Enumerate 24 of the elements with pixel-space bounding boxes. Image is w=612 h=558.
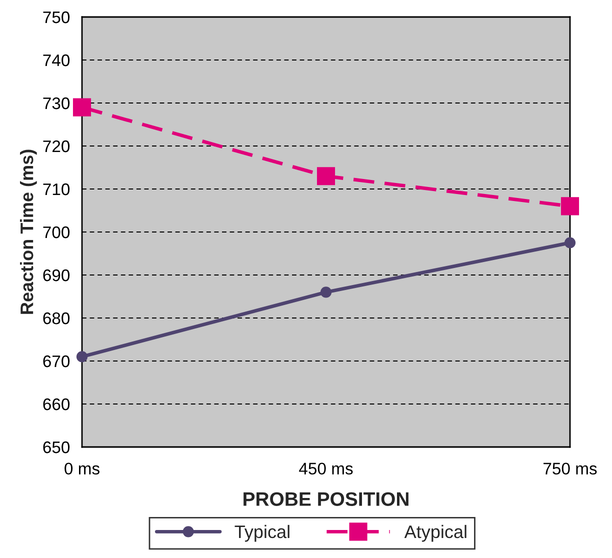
y-tick-label: 710 <box>43 183 70 196</box>
point <box>76 351 88 362</box>
legend-label: Typical <box>234 524 290 542</box>
legend-label: Atypical <box>404 524 466 542</box>
x-axis-title: PROBE POSITION <box>244 492 408 506</box>
y-tick-label: 680 <box>43 312 70 324</box>
y-tick-label: 650 <box>43 441 70 454</box>
y-tick-label: 690 <box>43 269 70 282</box>
x-tick-label: 750 ms <box>544 462 597 475</box>
x-tick-label: 450 ms <box>299 462 353 475</box>
point <box>560 197 580 216</box>
y-tick-label: 730 <box>43 97 70 110</box>
y-tick-label: 660 <box>43 398 70 410</box>
y-axis-title: Reaction Time (ms) <box>20 150 37 314</box>
y-tick-label: 720 <box>43 140 70 152</box>
point <box>316 167 336 186</box>
y-tick-label: 740 <box>43 54 70 66</box>
point <box>72 98 92 116</box>
y-tick-label: 700 <box>43 226 70 238</box>
point <box>320 286 332 298</box>
x-tick-label: 0 ms <box>64 462 100 475</box>
y-tick-label: 670 <box>43 355 70 368</box>
point <box>564 237 576 248</box>
y-tick-label: 750 <box>43 11 70 24</box>
